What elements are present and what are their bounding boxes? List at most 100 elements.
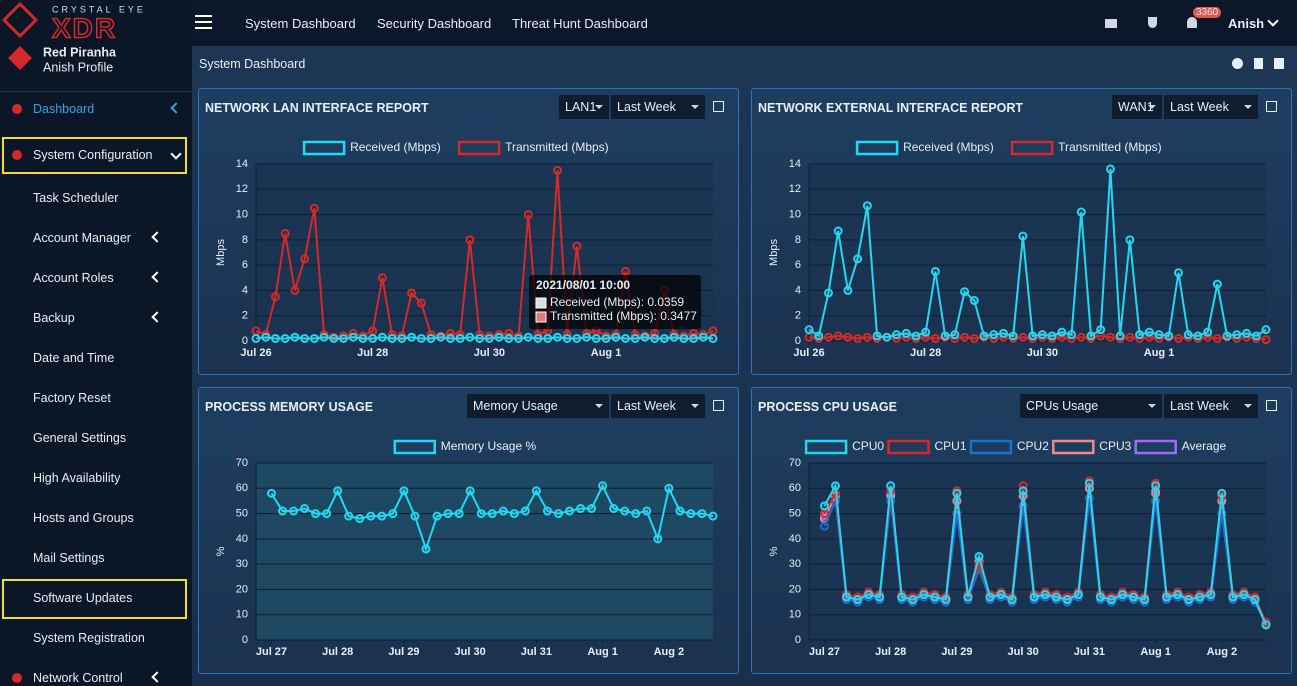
data-point bbox=[572, 241, 582, 251]
data-point bbox=[1144, 327, 1154, 337]
external-link-icon[interactable] bbox=[713, 400, 724, 411]
data-point bbox=[1232, 330, 1242, 340]
data-point bbox=[445, 328, 455, 338]
y-tick-label: 6 bbox=[242, 259, 248, 271]
data-point bbox=[407, 288, 417, 298]
external-link-icon[interactable] bbox=[713, 101, 724, 112]
legend-swatch bbox=[1052, 439, 1095, 455]
external-link-icon[interactable] bbox=[1266, 400, 1277, 411]
nav-link[interactable]: Threat Hunt Dashboard bbox=[512, 16, 648, 31]
data-point bbox=[872, 331, 882, 341]
panel: NETWORK LAN INTERFACE REPORT LAN1 Last Wee… bbox=[198, 88, 739, 375]
data-point bbox=[842, 592, 852, 602]
mail-icon[interactable] bbox=[1105, 19, 1117, 28]
nav-link[interactable]: Security Dashboard bbox=[377, 16, 492, 31]
menu-item[interactable]: System Configuration bbox=[33, 148, 153, 162]
data-point bbox=[1018, 501, 1028, 511]
data-point bbox=[1125, 235, 1135, 245]
data-point bbox=[650, 333, 660, 343]
y-axis-label: Mbps bbox=[215, 239, 227, 266]
data-point bbox=[1018, 481, 1028, 491]
data-point bbox=[562, 333, 572, 343]
org-icon bbox=[8, 46, 32, 70]
data-point bbox=[1008, 331, 1018, 341]
data-point bbox=[572, 333, 582, 343]
menu-item[interactable]: General Settings bbox=[33, 431, 127, 445]
legend-label: Average bbox=[1182, 439, 1227, 453]
data-point bbox=[669, 332, 679, 342]
delete-icon[interactable] bbox=[1254, 58, 1263, 69]
data-point bbox=[484, 333, 494, 343]
menu-item[interactable]: Account Roles bbox=[33, 271, 114, 285]
menu-item[interactable]: Mail Settings bbox=[33, 551, 105, 565]
data-point bbox=[1173, 589, 1183, 599]
data-point bbox=[1222, 331, 1232, 341]
data-point bbox=[465, 332, 475, 342]
legend-label: Transmitted (Mbps) bbox=[1058, 140, 1162, 154]
shield-icon[interactable] bbox=[1148, 17, 1157, 28]
menu-item[interactable]: Hosts and Groups bbox=[33, 511, 134, 525]
external-link-icon[interactable] bbox=[1266, 101, 1277, 112]
x-tick-label: Jul 28 bbox=[910, 347, 941, 359]
data-point bbox=[523, 332, 533, 342]
legend-swatch bbox=[393, 439, 437, 455]
topbar: System Dashboard Security Dashboard Thre… bbox=[192, 0, 1297, 46]
dropdown[interactable]: WAN1 bbox=[1112, 95, 1162, 119]
data-point bbox=[911, 331, 921, 341]
user-menu[interactable]: Anish bbox=[1228, 16, 1265, 31]
nav-link[interactable]: System Dashboard bbox=[245, 16, 356, 31]
data-point bbox=[410, 511, 420, 521]
dropdown[interactable]: Last Week bbox=[611, 95, 705, 119]
data-point bbox=[653, 534, 663, 544]
menu-item[interactable]: Factory Reset bbox=[33, 391, 111, 405]
book-icon[interactable] bbox=[1274, 58, 1284, 69]
plot-area bbox=[809, 164, 1266, 341]
menu-item[interactable]: Network Control bbox=[33, 671, 123, 685]
bell-icon[interactable] bbox=[1187, 17, 1197, 28]
data-point bbox=[989, 330, 999, 340]
menu-item[interactable]: Task Scheduler bbox=[33, 191, 119, 205]
data-point bbox=[1217, 509, 1227, 519]
x-tick-label: Jul 30 bbox=[1027, 347, 1058, 359]
y-tick-label: 2 bbox=[242, 310, 248, 322]
data-point bbox=[1029, 592, 1039, 602]
y-tick-label: 50 bbox=[236, 507, 248, 519]
settings-icon[interactable] bbox=[1232, 58, 1243, 69]
data-point bbox=[908, 595, 918, 605]
menu-item[interactable]: Backup bbox=[33, 311, 75, 325]
brand-logo: XDR bbox=[52, 12, 117, 43]
org-name: Red Piranha bbox=[43, 45, 117, 59]
dropdown[interactable]: Memory Usage bbox=[467, 394, 609, 418]
chevron bbox=[170, 102, 182, 114]
dropdown[interactable]: CPUs Usage bbox=[1020, 394, 1162, 418]
dropdown[interactable]: Last Week bbox=[611, 394, 705, 418]
data-point bbox=[698, 332, 708, 342]
data-point bbox=[819, 521, 829, 531]
legend-label: Received (Mbps) bbox=[350, 140, 441, 154]
menu-toggle[interactable] bbox=[195, 15, 212, 17]
menu-item[interactable]: Dashboard bbox=[33, 102, 95, 116]
legend-swatch bbox=[804, 439, 848, 455]
menu-item[interactable]: Software Updates bbox=[33, 591, 133, 605]
data-point bbox=[407, 332, 417, 342]
data-point bbox=[630, 333, 640, 343]
dropdown[interactable]: Last Week bbox=[1164, 394, 1258, 418]
data-point bbox=[1217, 488, 1227, 498]
y-tick-label: 8 bbox=[242, 234, 248, 246]
data-point bbox=[1242, 328, 1252, 338]
menu-item[interactable]: System Registration bbox=[33, 631, 145, 645]
data-point bbox=[397, 333, 407, 343]
data-point bbox=[819, 501, 829, 511]
data-point bbox=[1206, 589, 1216, 599]
menu-item[interactable]: High Availability bbox=[33, 471, 121, 485]
panel-title: PROCESS CPU USAGE bbox=[758, 400, 897, 414]
menu-item[interactable]: Date and Time bbox=[33, 351, 115, 365]
dropdown[interactable]: Last Week bbox=[1164, 95, 1258, 119]
menu-item[interactable]: Account Manager bbox=[33, 231, 131, 245]
data-point bbox=[1154, 330, 1164, 340]
panel-title: PROCESS MEMORY USAGE bbox=[205, 400, 374, 414]
dropdown[interactable]: LAN1 bbox=[559, 95, 609, 119]
data-point bbox=[919, 589, 929, 599]
x-tick-label: Jul 28 bbox=[322, 646, 353, 658]
y-tick-label: 40 bbox=[236, 533, 248, 545]
